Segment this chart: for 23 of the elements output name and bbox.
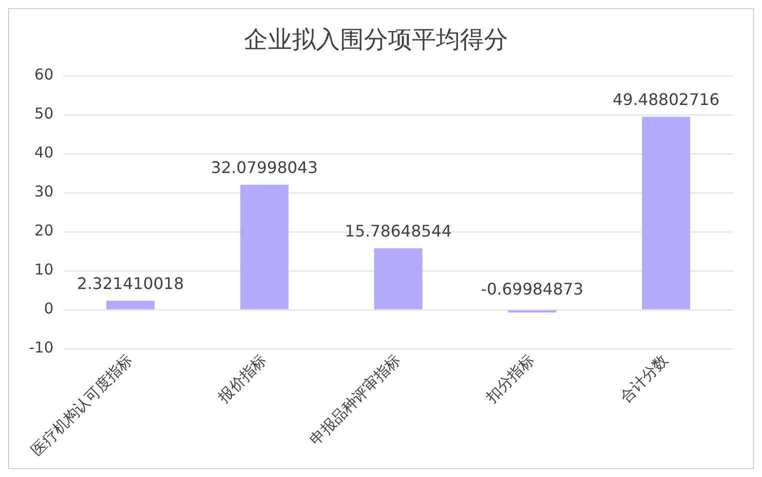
data-label: -0.69984873 <box>480 280 584 299</box>
bar <box>374 248 422 310</box>
x-tick-label: 报价指标 <box>214 351 270 407</box>
y-tick-label: 40 <box>34 144 54 162</box>
y-tick-label: -10 <box>29 338 54 357</box>
data-label: 15.78648544 <box>344 221 452 240</box>
x-tick-label: 扣分指标 <box>482 351 538 407</box>
y-tick-label: 50 <box>34 104 54 123</box>
x-tick-label: 申报品种评审指标 <box>306 351 404 449</box>
data-label: 32.07998043 <box>210 158 318 177</box>
chart-title: 企业拟入围分项平均得分 <box>244 26 508 54</box>
x-tick-label: 合计分数 <box>616 351 672 406</box>
bar <box>106 300 155 310</box>
y-tick-label: 20 <box>34 222 54 240</box>
bar <box>240 184 288 310</box>
y-tick-label: 30 <box>34 182 54 201</box>
data-label: 49.48802716 <box>612 90 720 109</box>
y-tick-label: 10 <box>34 260 54 279</box>
bar <box>642 116 690 310</box>
data-label: 2.321410018 <box>77 274 184 293</box>
y-tick-label: 60 <box>34 66 54 84</box>
y-tick-label: 0 <box>44 300 54 318</box>
bar <box>508 310 556 313</box>
